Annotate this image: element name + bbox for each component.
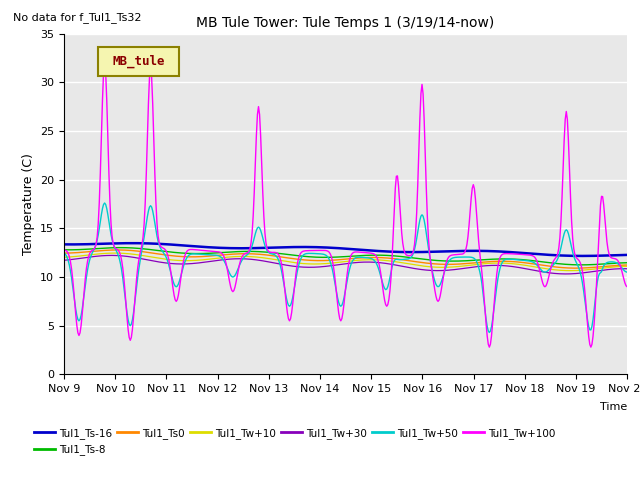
Tul1_Tw+30 <box>60 257 68 263</box>
Tul1_Ts-16 <box>575 253 583 259</box>
Tul1_Ts-8 <box>575 262 583 268</box>
Tul1_Ts0 <box>166 252 173 258</box>
Tul1_Tw+30 <box>107 252 115 258</box>
Tul1_Tw+50 <box>486 330 493 336</box>
Tul1_Tw+10 <box>598 265 605 271</box>
Tul1_Tw+100 <box>486 344 493 350</box>
Tul1_Ts0 <box>113 247 121 253</box>
Tul1_Ts0 <box>253 251 261 257</box>
Y-axis label: Temperature (C): Temperature (C) <box>22 153 35 255</box>
Tul1_Tw+50 <box>124 317 132 323</box>
Tul1_Ts-8 <box>253 249 261 254</box>
Tul1_Tw+50 <box>577 269 584 275</box>
Tul1_Ts-8 <box>60 247 68 252</box>
Tul1_Tw+30 <box>577 270 584 276</box>
Tul1_Ts0 <box>623 262 631 268</box>
Tul1_Ts-16 <box>253 245 261 251</box>
Tul1_Tw+10 <box>60 254 68 260</box>
Tul1_Ts0 <box>396 256 403 262</box>
Tul1_Tw+100 <box>253 112 261 118</box>
Tul1_Tw+50 <box>396 257 403 263</box>
Tul1_Ts-16 <box>124 240 131 246</box>
Tul1_Ts-8 <box>623 260 631 265</box>
Tul1_Tw+100 <box>60 247 68 253</box>
Tul1_Tw+10 <box>124 251 132 257</box>
Line: Tul1_Tw+100: Tul1_Tw+100 <box>64 63 627 347</box>
Tul1_Ts-16 <box>598 253 605 259</box>
Tul1_Ts-16 <box>396 249 403 255</box>
Line: Tul1_Tw+50: Tul1_Tw+50 <box>64 203 627 333</box>
Tul1_Tw+10 <box>566 268 574 274</box>
Line: Tul1_Tw+30: Tul1_Tw+30 <box>64 255 627 274</box>
Tul1_Ts-16 <box>60 241 68 247</box>
Text: MB_tule: MB_tule <box>113 55 165 68</box>
Tul1_Tw+30 <box>253 257 261 263</box>
Tul1_Tw+50 <box>60 250 68 256</box>
Tul1_Tw+100 <box>623 284 631 289</box>
Tul1_Tw+30 <box>396 263 403 269</box>
Tul1_Ts-16 <box>166 241 173 247</box>
Tul1_Tw+30 <box>124 253 132 259</box>
Tul1_Tw+50 <box>100 200 108 206</box>
Tul1_Ts-8 <box>166 249 173 255</box>
Tul1_Tw+10 <box>396 260 403 265</box>
Line: Tul1_Tw+10: Tul1_Tw+10 <box>64 253 627 271</box>
FancyBboxPatch shape <box>98 47 179 76</box>
Legend: Tul1_Ts-16, Tul1_Ts-8, Tul1_Ts0, Tul1_Tw+10, Tul1_Tw+30, Tul1_Tw+50, Tul1_Tw+100: Tul1_Ts-16, Tul1_Ts-8, Tul1_Ts0, Tul1_Tw… <box>30 424 560 459</box>
Tul1_Tw+100 <box>166 263 173 268</box>
Tul1_Tw+50 <box>253 225 261 231</box>
Tul1_Tw+30 <box>623 266 631 272</box>
Tul1_Ts0 <box>577 265 584 271</box>
Tul1_Tw+100 <box>396 199 403 204</box>
Tul1_Ts-8 <box>396 253 403 259</box>
Title: MB Tule Tower: Tule Temps 1 (3/19/14-now): MB Tule Tower: Tule Temps 1 (3/19/14-now… <box>196 16 495 30</box>
Tul1_Ts-8 <box>577 262 585 268</box>
Tul1_Tw+10 <box>111 250 119 256</box>
Tul1_Ts-8 <box>117 245 125 251</box>
Tul1_Tw+30 <box>563 271 570 277</box>
Tul1_Ts0 <box>572 265 580 271</box>
Text: No data for f_Tul1_Ts32: No data for f_Tul1_Ts32 <box>13 12 141 23</box>
Tul1_Ts-16 <box>129 240 136 246</box>
Tul1_Tw+100 <box>577 260 584 265</box>
Tul1_Tw+30 <box>598 267 605 273</box>
Text: Time: Time <box>600 402 627 412</box>
Line: Tul1_Ts-16: Tul1_Ts-16 <box>64 243 627 256</box>
Tul1_Tw+100 <box>598 193 605 199</box>
Tul1_Tw+50 <box>166 266 173 272</box>
Tul1_Tw+50 <box>623 269 631 275</box>
Line: Tul1_Ts-8: Tul1_Ts-8 <box>64 248 627 265</box>
Tul1_Tw+100 <box>124 326 132 332</box>
Tul1_Tw+10 <box>623 264 631 269</box>
Tul1_Tw+10 <box>166 257 173 263</box>
Tul1_Ts-16 <box>623 252 631 258</box>
Line: Tul1_Ts0: Tul1_Ts0 <box>64 250 627 268</box>
Tul1_Ts0 <box>598 264 605 270</box>
Tul1_Ts-16 <box>579 253 586 259</box>
Tul1_Tw+10 <box>577 267 584 273</box>
Tul1_Ts0 <box>60 250 68 256</box>
Tul1_Tw+10 <box>253 254 261 260</box>
Tul1_Tw+30 <box>166 261 173 266</box>
Tul1_Ts0 <box>124 247 132 253</box>
Tul1_Ts-8 <box>124 245 132 251</box>
Tul1_Tw+50 <box>598 269 605 275</box>
Tul1_Ts-8 <box>598 261 605 267</box>
Tul1_Tw+100 <box>100 60 108 66</box>
